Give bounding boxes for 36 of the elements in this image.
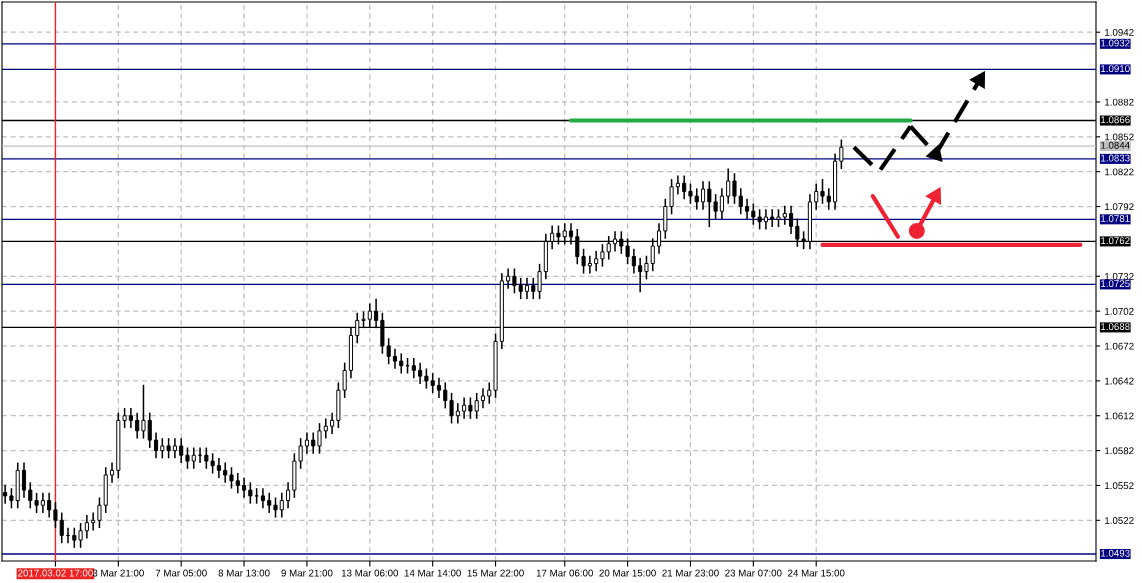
x-tick-label: 14 Mar 14:00 xyxy=(404,569,461,577)
x-tick-label: 3 Mar 21:00 xyxy=(92,569,144,577)
ref-line-label: 1.0866 xyxy=(1101,116,1130,124)
ref-line-label: 1.0725 xyxy=(1101,280,1130,288)
y-tick-label: 1.0702 xyxy=(1105,307,1134,315)
y-tick-label: 1.0612 xyxy=(1105,412,1134,420)
ref-line-label: 1.0493 xyxy=(1101,549,1130,557)
y-tick-label: 1.0882 xyxy=(1105,98,1134,106)
x-tick-label: 2017.03.02 17:00 xyxy=(18,569,93,577)
y-tick-label: 1.0552 xyxy=(1105,482,1134,490)
y-tick-label: 1.0522 xyxy=(1105,517,1134,524)
x-tick-label: 13 Mar 06:00 xyxy=(341,569,399,577)
ref-line-label: 1.0833 xyxy=(1101,154,1130,162)
x-tick-label: 24 Mar 15:00 xyxy=(788,569,845,577)
x-tick-label: 23 Mar 07:00 xyxy=(725,569,782,577)
x-tick-label: 20 Mar 15:00 xyxy=(599,569,656,577)
x-tick-label: 8 Mar 13:00 xyxy=(218,569,270,577)
y-tick-label: 1.0672 xyxy=(1105,342,1134,350)
y-tick-label: 1.0792 xyxy=(1105,203,1134,211)
x-tick-label: 17 Mar 06:00 xyxy=(536,569,593,577)
ref-line-label: 1.0781 xyxy=(1101,215,1130,222)
y-tick-label: 1.0942 xyxy=(1105,28,1134,36)
x-tick-label: 21 Mar 23:00 xyxy=(662,569,719,577)
ref-line-label: 1.0688 xyxy=(1101,323,1130,331)
y-tick-label: 1.0732 xyxy=(1105,273,1134,280)
y-tick-label: 1.0582 xyxy=(1105,447,1134,455)
y-tick-label: 1.0852 xyxy=(1105,133,1134,141)
y-tick-label: 1.0642 xyxy=(1105,377,1134,385)
ref-line-label: 1.0762 xyxy=(1101,237,1130,245)
x-tick-label: 7 Mar 05:00 xyxy=(155,569,207,577)
x-tick-label: 15 Mar 22:00 xyxy=(467,569,524,577)
ref-line-label: 1.0844 xyxy=(1101,141,1130,149)
ref-line-label: 1.0932 xyxy=(1101,39,1130,47)
x-tick-label: 9 Mar 21:00 xyxy=(281,569,333,577)
y-tick-label: 1.0822 xyxy=(1105,168,1134,176)
ref-line-label: 1.0910 xyxy=(1101,65,1130,73)
